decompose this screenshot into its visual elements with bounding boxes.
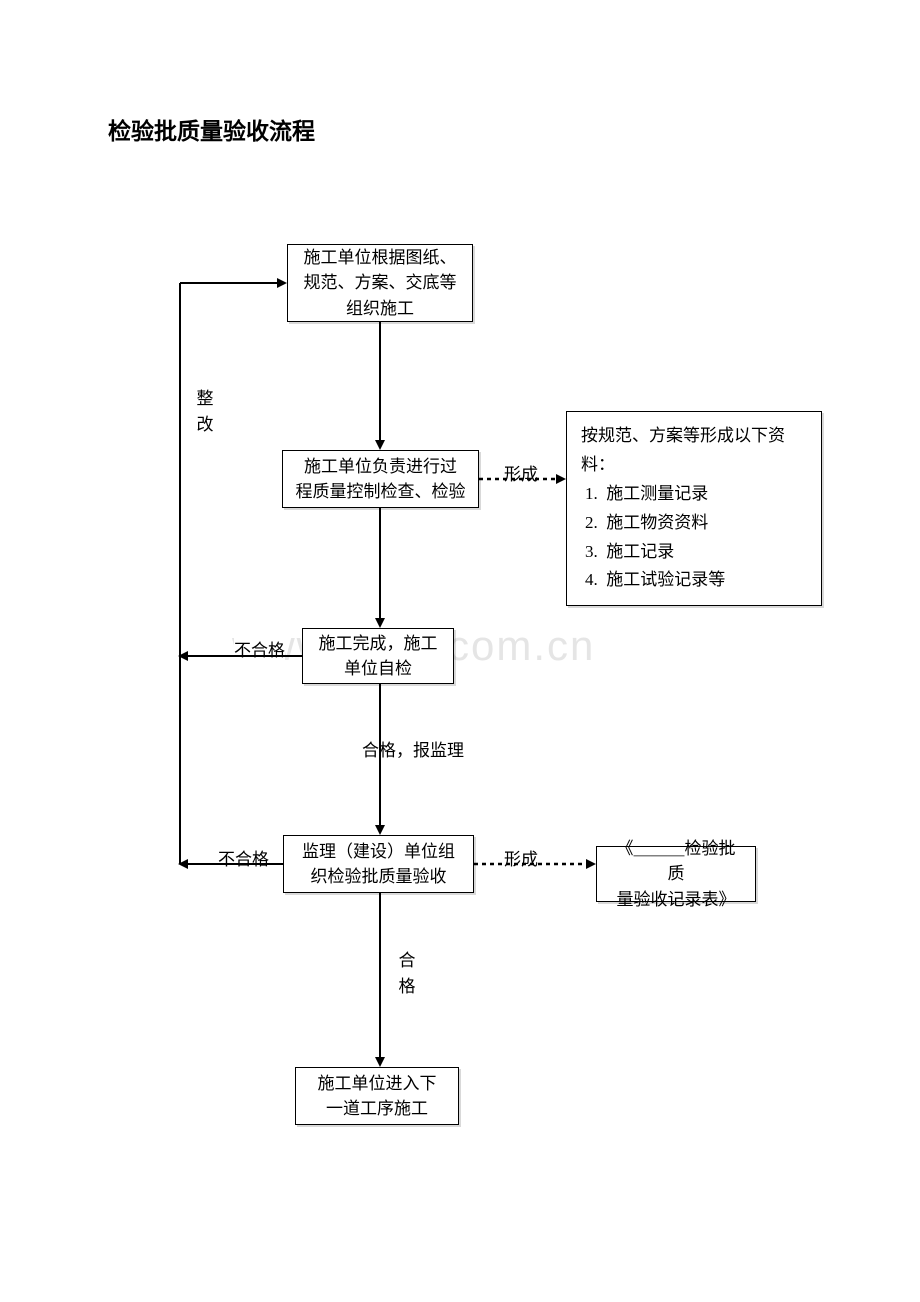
node-text: 施工完成，施工 单位自检	[319, 631, 438, 682]
doc-header: 按规范、方案等形成以下资料：	[581, 422, 807, 480]
doc-item: 1. 施工测量记录	[581, 480, 807, 509]
label-pass: 合 格	[398, 948, 416, 999]
doc-item: 2. 施工物资资料	[581, 509, 807, 538]
node-text: 《＿＿＿检验批质 量验收记录表》	[609, 836, 743, 913]
label-fail-1: 不合格	[234, 636, 285, 661]
label-rectify: 整 改	[196, 386, 214, 437]
node-text: 施工单位负责进行过 程质量控制检查、检验	[296, 454, 466, 505]
node-self-check: 施工完成，施工 单位自检	[302, 628, 454, 684]
page-title: 检验批质量验收流程	[108, 112, 315, 146]
label-form-1: 形成	[504, 460, 538, 485]
label-pass-report: 合格，报监理	[362, 736, 464, 761]
doc-acceptance-record: 《＿＿＿检验批质 量验收记录表》	[596, 846, 756, 902]
doc-item: 3. 施工记录	[581, 538, 807, 567]
doc-item: 4. 施工试验记录等	[581, 566, 807, 595]
label-form-2: 形成	[504, 845, 538, 870]
node-text: 施工单位进入下 一道工序施工	[318, 1071, 437, 1122]
doc-materials-list: 按规范、方案等形成以下资料： 1. 施工测量记录 2. 施工物资资料 3. 施工…	[566, 411, 822, 606]
node-next-process: 施工单位进入下 一道工序施工	[295, 1067, 459, 1125]
node-construction-start: 施工单位根据图纸、 规范、方案、交底等 组织施工	[287, 244, 473, 322]
node-supervision-acceptance: 监理（建设）单位组 织检验批质量验收	[283, 835, 474, 893]
node-text: 施工单位根据图纸、 规范、方案、交底等 组织施工	[304, 245, 457, 322]
node-quality-control: 施工单位负责进行过 程质量控制检查、检验	[282, 450, 479, 508]
label-fail-2: 不合格	[218, 845, 269, 870]
node-text: 监理（建设）单位组 织检验批质量验收	[302, 839, 455, 890]
